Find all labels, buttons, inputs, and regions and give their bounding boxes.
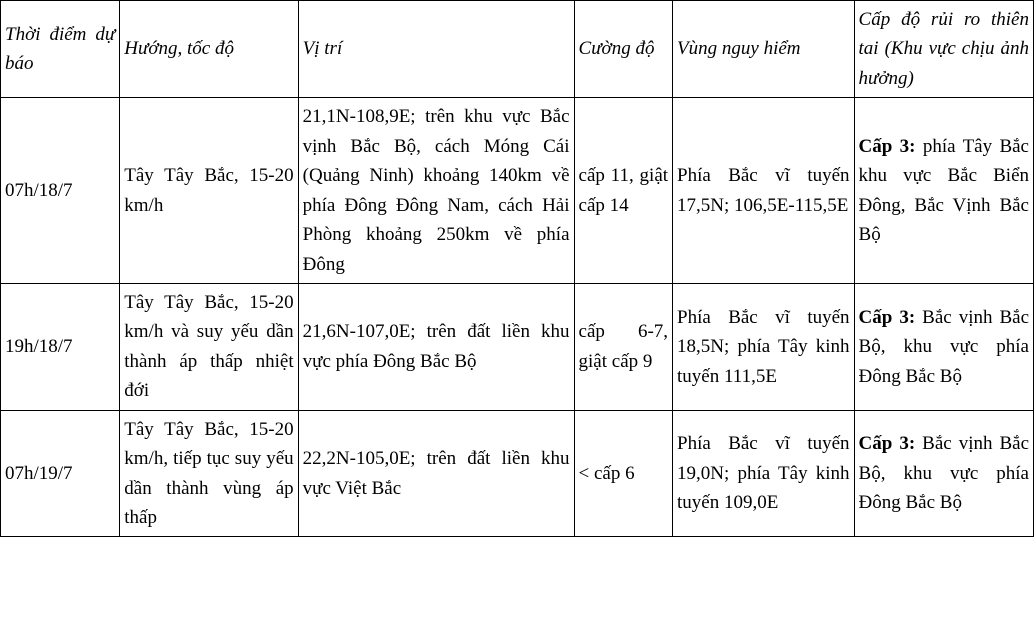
cell-direction: Tây Tây Bắc, 15-20 km/h, tiếp tục suy yế… [120, 410, 298, 537]
col-position: Vị trí [298, 1, 574, 98]
col-intensity: Cường độ [574, 1, 673, 98]
cell-direction: Tây Tây Bắc, 15-20 km/h và suy yếu dần t… [120, 283, 298, 410]
col-direction: Hướng, tốc độ [120, 1, 298, 98]
col-risk: Cấp độ rủi ro thiên tai (Khu vực chịu ản… [854, 1, 1033, 98]
cell-time: 19h/18/7 [1, 283, 120, 410]
cell-time: 07h/18/7 [1, 98, 120, 284]
cell-position: 22,2N-105,0E; trên đất liền khu vực Việt… [298, 410, 574, 537]
cell-risk: Cấp 3: Bắc vịnh Bắc Bộ, khu vực phía Đôn… [854, 283, 1033, 410]
cell-direction: Tây Tây Bắc, 15-20 km/h [120, 98, 298, 284]
forecast-table: Thời điểm dự báo Hướng, tốc độ Vị trí Cư… [0, 0, 1034, 537]
cell-risk: Cấp 3: phía Tây Bắc khu vực Bắc Biển Đôn… [854, 98, 1033, 284]
table-row: 07h/18/7 Tây Tây Bắc, 15-20 km/h 21,1N-1… [1, 98, 1034, 284]
risk-level-label: Cấp 3: [859, 433, 916, 454]
cell-danger: Phía Bắc vĩ tuyến 18,5N; phía Tây kinh t… [673, 283, 855, 410]
table-row: 19h/18/7 Tây Tây Bắc, 15-20 km/h và suy … [1, 283, 1034, 410]
cell-position: 21,1N-108,9E; trên khu vực Bắc vịnh Bắc … [298, 98, 574, 284]
cell-danger: Phía Bắc vĩ tuyến 19,0N; phía Tây kinh t… [673, 410, 855, 537]
risk-level-label: Cấp 3: [859, 307, 916, 328]
table-header-row: Thời điểm dự báo Hướng, tốc độ Vị trí Cư… [1, 1, 1034, 98]
col-danger: Vùng nguy hiểm [673, 1, 855, 98]
cell-position: 21,6N-107,0E; trên đất liền khu vực phía… [298, 283, 574, 410]
cell-risk: Cấp 3: Bắc vịnh Bắc Bộ, khu vực phía Đôn… [854, 410, 1033, 537]
table-row: 07h/19/7 Tây Tây Bắc, 15-20 km/h, tiếp t… [1, 410, 1034, 537]
risk-level-label: Cấp 3: [859, 136, 916, 157]
cell-danger: Phía Bắc vĩ tuyến 17,5N; 106,5E-115,5E [673, 98, 855, 284]
cell-intensity: cấp 6-7, giật cấp 9 [574, 283, 673, 410]
cell-intensity: cấp 11, giật cấp 14 [574, 98, 673, 284]
col-time: Thời điểm dự báo [1, 1, 120, 98]
cell-time: 07h/19/7 [1, 410, 120, 537]
cell-intensity: < cấp 6 [574, 410, 673, 537]
